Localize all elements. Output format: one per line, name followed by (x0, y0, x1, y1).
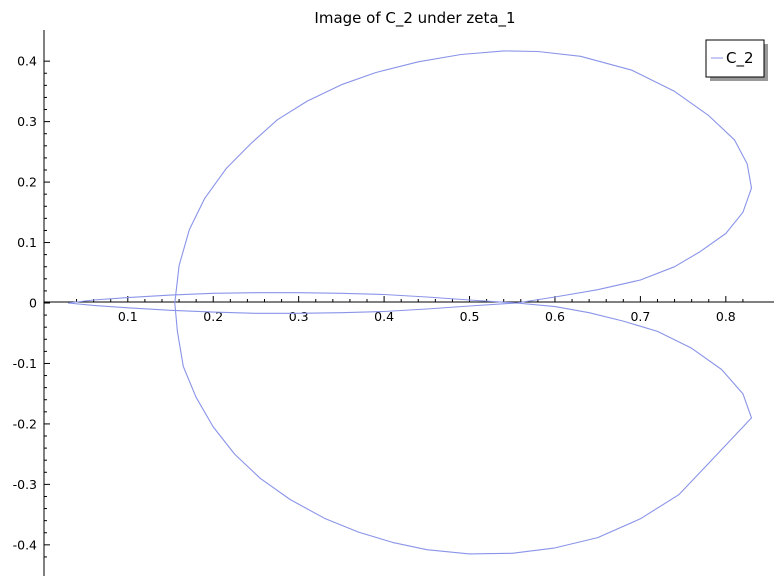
y-tick-label: -0.2 (13, 416, 37, 431)
chart-title: Image of C_2 under zeta_1 (314, 9, 515, 28)
x-tick-label: 0.5 (460, 309, 480, 324)
y-tick-label: -0.4 (13, 537, 37, 552)
x-tick-label: 0.1 (118, 309, 138, 324)
y-tick-label: 0.2 (17, 175, 37, 190)
y-tick-label: 0.1 (17, 235, 37, 250)
x-tick-label: 0.7 (630, 309, 650, 324)
x-tick-label: 0.4 (374, 309, 394, 324)
legend: C_2 (705, 39, 768, 81)
y-tick-label: -0.3 (13, 477, 37, 492)
x-tick-label: 0.3 (289, 309, 309, 324)
y-tick-label: 0.3 (17, 114, 37, 129)
y-tick-label: -0.1 (13, 356, 37, 371)
y-tick-label: 0.4 (17, 54, 37, 69)
axes: 0.1 0.2 0.3 0.4 0.5 0.6 0.7 0.8 -0.4 -0.3 -0.2 -0.1… (13, 30, 774, 576)
y-tick-label: 0 (29, 296, 37, 311)
series-line-c-2 (67, 50, 753, 555)
x-tick-label: 0.8 (716, 309, 736, 324)
legend-label: C_2 (726, 49, 754, 68)
x-tick-label: 0.2 (203, 309, 223, 324)
x-tick-label: 0.6 (545, 309, 565, 324)
series-layer (67, 50, 753, 555)
